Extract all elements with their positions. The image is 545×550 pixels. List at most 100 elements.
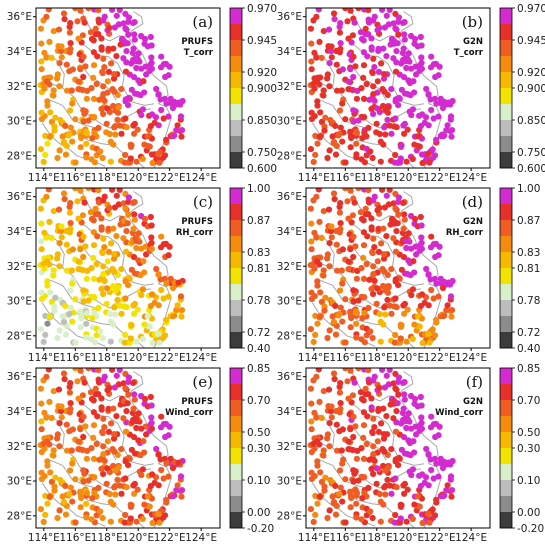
station-marker: [80, 73, 87, 81]
station-marker: [392, 151, 399, 159]
station-marker: [67, 287, 74, 294]
station-marker: [410, 258, 417, 265]
station-marker: [445, 99, 452, 106]
station-marker: [118, 490, 125, 497]
x-tick-label: 122°E: [424, 172, 456, 184]
station-marker: [114, 296, 121, 303]
station-marker: [409, 515, 416, 523]
station-marker: [83, 514, 90, 521]
station-marker: [430, 475, 437, 482]
station-marker: [92, 25, 99, 32]
station-marker: [118, 446, 125, 453]
panel-label: (a): [192, 13, 213, 31]
station-marker: [66, 389, 73, 396]
station-marker: [342, 159, 349, 166]
station-marker: [77, 368, 84, 374]
station-marker: [407, 452, 414, 459]
station-marker: [111, 384, 118, 391]
colorbar-block: [230, 152, 242, 169]
station-marker: [345, 86, 352, 93]
station-marker: [432, 420, 440, 427]
station-marker: [156, 339, 163, 346]
station-marker: [384, 116, 391, 123]
station-marker: [360, 455, 368, 462]
station-marker: [144, 133, 151, 140]
panel-label: (e): [192, 373, 213, 391]
station-marker: [337, 400, 344, 407]
station-marker: [417, 393, 424, 401]
station-marker: [44, 500, 51, 507]
station-marker: [72, 519, 79, 526]
station-marker: [339, 246, 346, 253]
station-marker: [392, 68, 400, 75]
station-marker: [118, 86, 125, 93]
colorbar-tick-label: 0.87: [517, 215, 540, 227]
station-marker: [431, 332, 439, 339]
station-marker: [332, 122, 339, 129]
station-marker: [350, 233, 357, 240]
station-marker: [111, 484, 118, 491]
station-marker: [99, 334, 106, 342]
station-marker: [92, 385, 99, 392]
station-marker: [149, 519, 156, 527]
station-marker: [375, 225, 382, 232]
station-marker: [122, 428, 130, 435]
colorbar-tick-label: 0.78: [517, 295, 540, 307]
station-marker: [177, 293, 185, 300]
station-marker: [383, 12, 390, 19]
station-marker: [331, 16, 338, 23]
station-marker: [338, 267, 345, 274]
station-marker: [66, 310, 73, 318]
station-marker: [147, 213, 154, 221]
x-tick-label: 114°E: [298, 352, 330, 364]
station-marker: [427, 424, 435, 431]
station-marker: [363, 260, 370, 268]
panel-label: (c): [193, 193, 213, 211]
station-marker: [78, 494, 85, 502]
station-marker: [391, 519, 398, 526]
station-marker: [170, 313, 177, 320]
station-marker: [361, 309, 368, 316]
station-marker: [337, 20, 344, 27]
station-marker: [310, 158, 317, 165]
station-marker: [138, 245, 145, 252]
station-marker: [370, 235, 377, 242]
station-marker: [60, 370, 68, 377]
station-marker: [130, 74, 138, 81]
station-marker: [370, 443, 377, 450]
station-marker: [137, 92, 144, 99]
station-marker: [74, 378, 81, 385]
station-marker: [418, 65, 425, 72]
station-marker: [155, 330, 162, 338]
station-marker: [392, 511, 399, 519]
station-marker: [101, 97, 108, 104]
station-marker: [425, 271, 432, 278]
station-marker: [320, 28, 327, 35]
station-marker: [314, 320, 321, 327]
station-marker: [110, 141, 117, 148]
station-marker: [106, 310, 113, 318]
station-marker: [380, 141, 387, 148]
station-marker: [401, 216, 408, 223]
station-marker: [128, 322, 135, 329]
station-marker: [87, 29, 94, 36]
colorbar: 1.00 0.87 0.83 0.81 0.78 0.72 0.40: [229, 183, 270, 355]
station-marker: [105, 45, 112, 52]
colorbar-tick-label: 0.70: [517, 395, 540, 407]
colorbar-tick-label: 0.920: [247, 67, 277, 79]
station-marker: [388, 266, 395, 273]
station-marker: [324, 334, 331, 342]
station-marker: [44, 282, 51, 289]
station-marker: [361, 114, 368, 121]
colorbar-block: [500, 204, 512, 221]
station-marker: [157, 424, 165, 431]
station-marker: [130, 19, 137, 26]
station-marker: [98, 395, 105, 402]
y-tick-label: 32°E: [277, 261, 302, 273]
station-marker: [313, 373, 320, 380]
colorbar-block: [230, 300, 242, 317]
station-marker: [355, 188, 362, 192]
station-marker: [370, 271, 377, 278]
station-marker: [404, 486, 411, 493]
station-marker: [391, 159, 398, 166]
